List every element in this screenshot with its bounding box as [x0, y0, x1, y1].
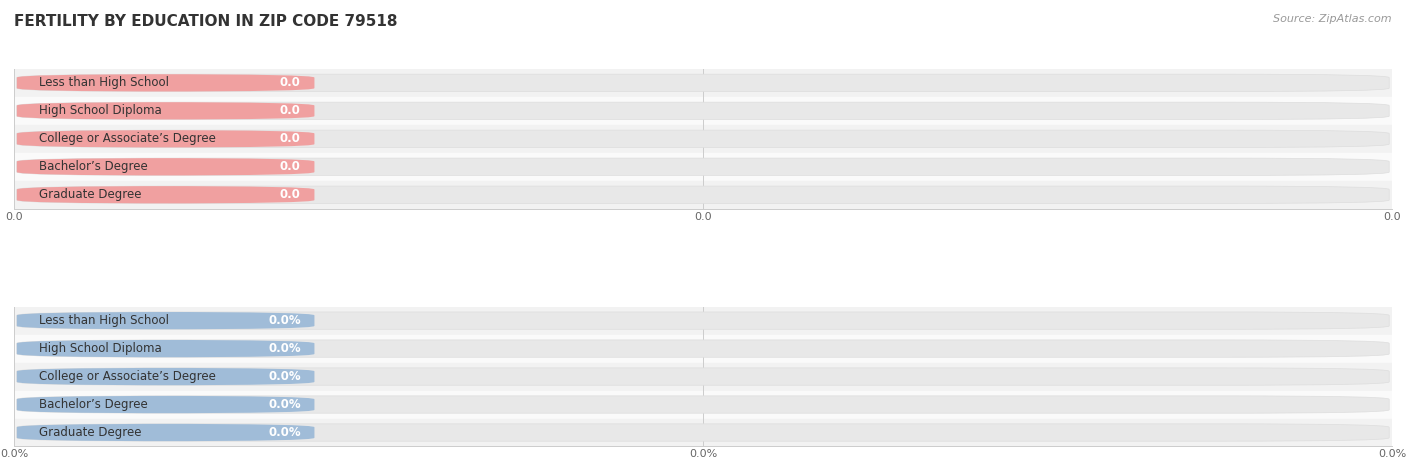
Text: College or Associate’s Degree: College or Associate’s Degree	[39, 133, 215, 145]
FancyBboxPatch shape	[17, 368, 1389, 385]
FancyBboxPatch shape	[17, 186, 1389, 203]
Bar	[14, 362, 1392, 390]
Bar	[14, 97, 1392, 125]
Text: Graduate Degree: Graduate Degree	[39, 188, 142, 201]
Text: 0.0: 0.0	[280, 160, 301, 173]
FancyBboxPatch shape	[17, 74, 1389, 92]
Text: 0.0%: 0.0%	[269, 370, 301, 383]
Text: 0.0: 0.0	[280, 76, 301, 89]
FancyBboxPatch shape	[17, 186, 315, 203]
Text: Less than High School: Less than High School	[39, 314, 169, 327]
Text: Bachelor’s Degree: Bachelor’s Degree	[39, 160, 148, 173]
Text: Less than High School: Less than High School	[39, 76, 169, 89]
FancyBboxPatch shape	[17, 340, 1389, 357]
Text: Bachelor’s Degree: Bachelor’s Degree	[39, 398, 148, 411]
Text: College or Associate’s Degree: College or Associate’s Degree	[39, 370, 215, 383]
Text: 0.0%: 0.0%	[269, 342, 301, 355]
FancyBboxPatch shape	[17, 396, 315, 413]
Bar	[14, 418, 1392, 446]
Text: 0.0: 0.0	[280, 133, 301, 145]
Bar	[14, 307, 1392, 334]
Bar	[14, 390, 1392, 418]
Bar	[14, 334, 1392, 362]
FancyBboxPatch shape	[17, 130, 1389, 147]
Text: FERTILITY BY EDUCATION IN ZIP CODE 79518: FERTILITY BY EDUCATION IN ZIP CODE 79518	[14, 14, 398, 29]
FancyBboxPatch shape	[17, 368, 315, 385]
Text: 0.0%: 0.0%	[269, 426, 301, 439]
Bar	[14, 69, 1392, 97]
FancyBboxPatch shape	[17, 102, 1389, 120]
Text: 0.0%: 0.0%	[269, 314, 301, 327]
FancyBboxPatch shape	[17, 74, 315, 92]
FancyBboxPatch shape	[17, 312, 315, 329]
Bar	[14, 153, 1392, 181]
FancyBboxPatch shape	[17, 424, 315, 441]
FancyBboxPatch shape	[17, 158, 1389, 175]
Text: 0.0%: 0.0%	[269, 398, 301, 411]
FancyBboxPatch shape	[17, 102, 315, 120]
Text: 0.0: 0.0	[280, 188, 301, 201]
Text: Source: ZipAtlas.com: Source: ZipAtlas.com	[1274, 14, 1392, 24]
Text: Graduate Degree: Graduate Degree	[39, 426, 142, 439]
Text: High School Diploma: High School Diploma	[39, 104, 162, 117]
FancyBboxPatch shape	[17, 424, 1389, 441]
Text: 0.0: 0.0	[280, 104, 301, 117]
Bar	[14, 181, 1392, 209]
FancyBboxPatch shape	[17, 340, 315, 357]
FancyBboxPatch shape	[17, 396, 1389, 413]
FancyBboxPatch shape	[17, 312, 1389, 329]
FancyBboxPatch shape	[17, 158, 315, 175]
Bar	[14, 125, 1392, 153]
Text: High School Diploma: High School Diploma	[39, 342, 162, 355]
FancyBboxPatch shape	[17, 130, 315, 147]
